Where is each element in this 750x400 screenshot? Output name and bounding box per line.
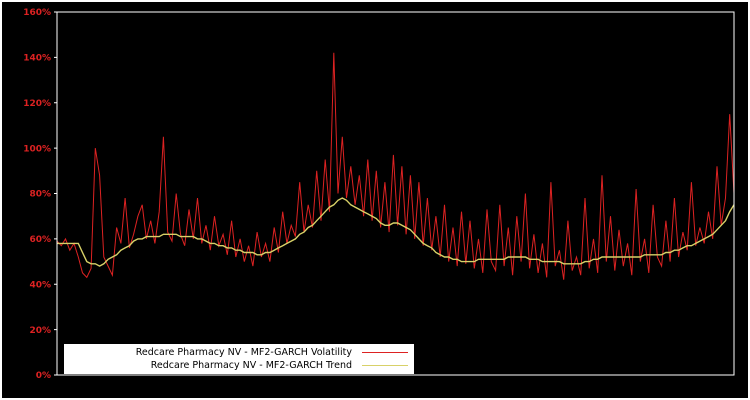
y-tick-label: 100% xyxy=(23,144,51,154)
legend-item-volatility: Redcare Pharmacy NV - MF2-GARCH Volatili… xyxy=(70,346,408,358)
plot-frame xyxy=(56,11,735,376)
legend-item-trend: Redcare Pharmacy NV - MF2-GARCH Trend xyxy=(70,359,408,371)
y-tick-label: 120% xyxy=(23,99,51,109)
y-tick-label: 60% xyxy=(29,235,51,245)
volatility-series-line xyxy=(56,52,735,280)
y-tick-label: 0% xyxy=(36,371,51,381)
trend-line-swatch xyxy=(362,364,408,366)
trend-series-line xyxy=(57,197,735,267)
y-tick-label: 80% xyxy=(29,190,51,200)
legend: Redcare Pharmacy NV - MF2-GARCH Volatili… xyxy=(64,344,414,374)
legend-label-volatility: Redcare Pharmacy NV - MF2-GARCH Volatili… xyxy=(135,346,352,358)
y-tick-label: 20% xyxy=(29,326,51,336)
legend-label-trend: Redcare Pharmacy NV - MF2-GARCH Trend xyxy=(150,359,352,371)
y-tick-label: 160% xyxy=(23,8,51,18)
y-tick-label: 140% xyxy=(23,54,51,64)
volatility-line-swatch xyxy=(362,351,408,353)
y-tick-label: 40% xyxy=(29,280,51,290)
